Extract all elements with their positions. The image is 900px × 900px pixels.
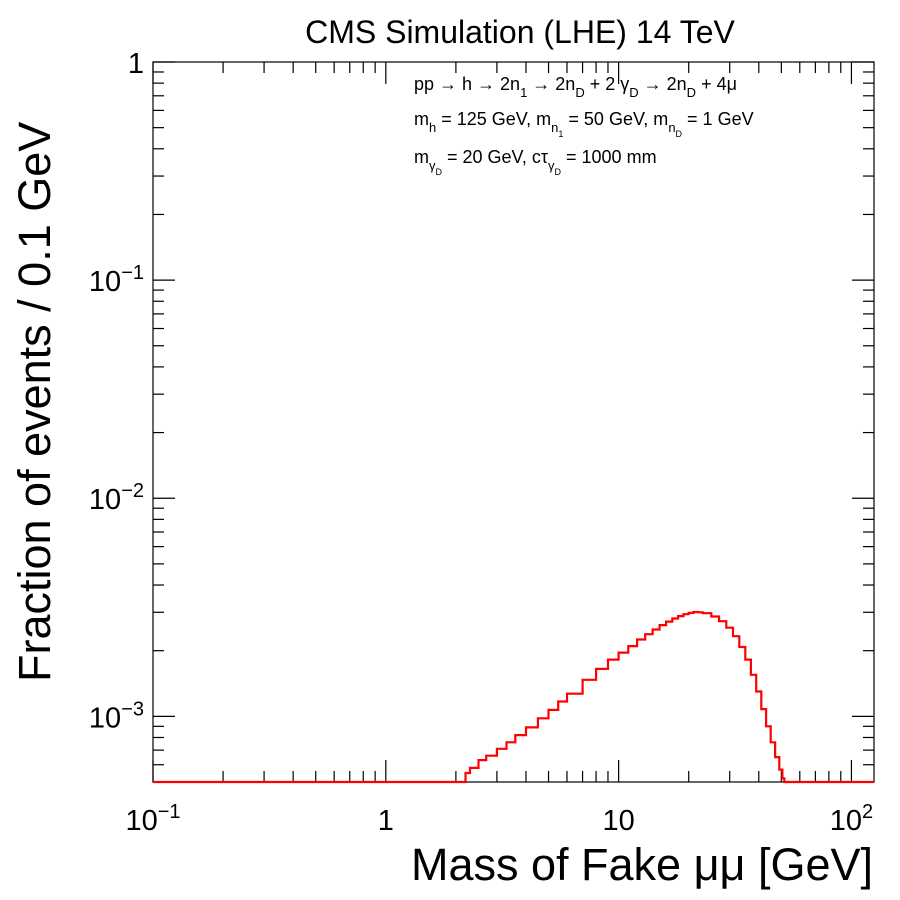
x-tick-label: 10 <box>602 805 634 837</box>
legend-line: pp → h → 2n1 → 2nD + 2 γD → 2nD + 4μ <box>414 74 737 100</box>
y-tick-label: 1 <box>128 48 144 80</box>
y-major-ticks <box>153 61 874 717</box>
x-axis-label: Mass of Fake μμ [GeV] <box>411 839 873 890</box>
series-line <box>153 610 874 784</box>
y-minor-ticks <box>153 71 874 766</box>
y-axis-label: Fraction of events / 0.1 GeV <box>9 122 60 682</box>
y-tick-label: 10−1 <box>89 262 144 298</box>
legend-line: mγD = 20 GeV, cτγD = 1000 mm <box>414 147 657 177</box>
plot-frame <box>152 61 875 783</box>
y-tick-label: 10−3 <box>89 698 144 734</box>
series-layer <box>153 610 874 784</box>
x-tick-label: 1 <box>378 805 394 837</box>
legend-line: mh = 125 GeV, mn1 = 50 GeV, mnD = 1 GeV <box>414 109 754 139</box>
legend-text: pp → h → 2n1 → 2nD + 2 γD → 2nD + 4μ mh =… <box>414 74 754 177</box>
x-minor-ticks <box>222 62 842 782</box>
y-tick-label: 10−2 <box>89 480 144 516</box>
x-tick-label: 102 <box>830 801 873 837</box>
y-tick-labels: 10−3 10−2 10−1 1 <box>89 48 144 734</box>
x-tick-label: 10−1 <box>125 801 180 837</box>
chart-title: CMS Simulation (LHE) 14 TeV <box>305 14 735 50</box>
x-tick-labels: 10−1 1 10 102 <box>125 801 873 837</box>
x-major-ticks <box>152 62 853 782</box>
